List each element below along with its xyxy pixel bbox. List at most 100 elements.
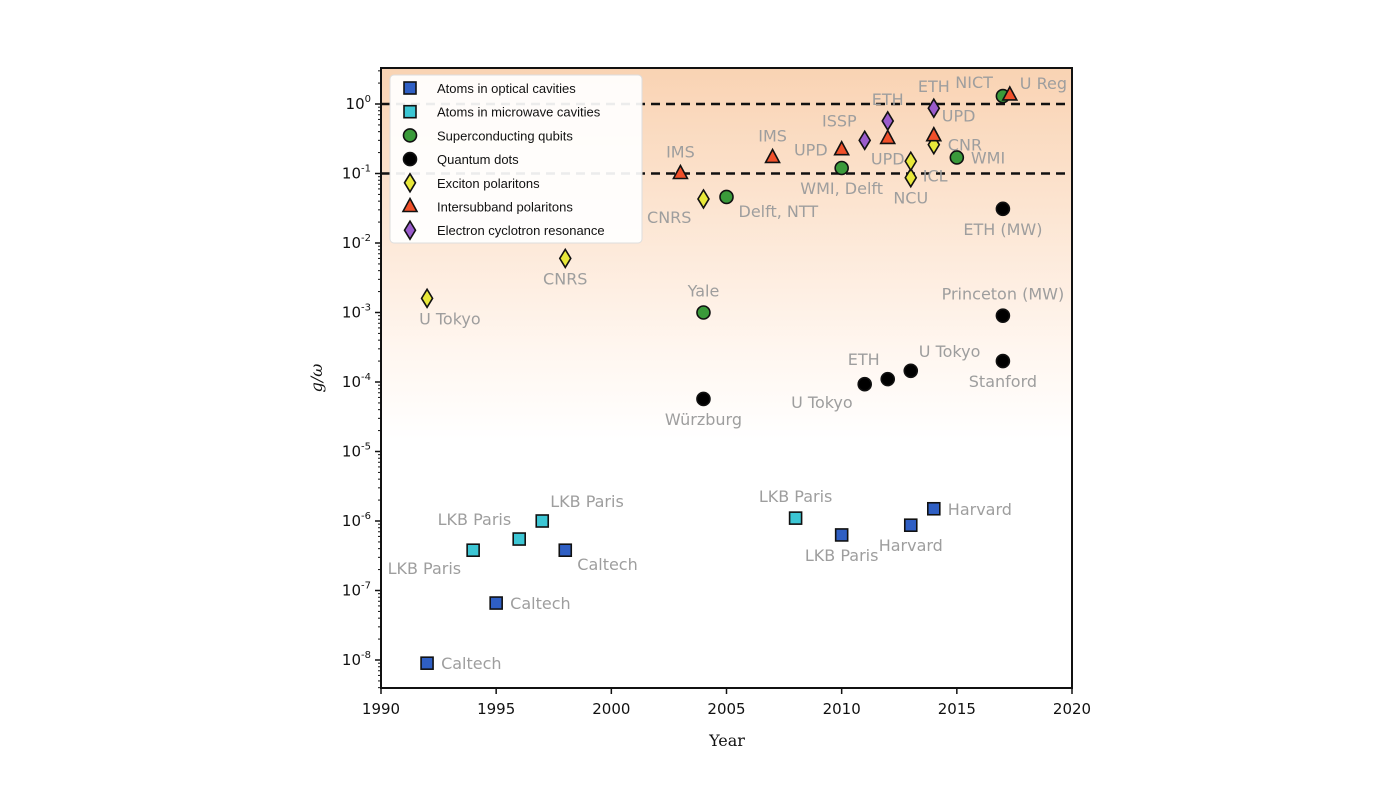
point-label: Stanford (969, 372, 1037, 391)
y-tick-label: 100 (346, 94, 371, 113)
data-point (466, 543, 480, 558)
x-tick-label: 2010 (823, 700, 861, 718)
point-label: Caltech (510, 594, 570, 613)
point-label: NCU (893, 189, 928, 208)
data-point (420, 287, 434, 309)
point-label: U Tokyo (419, 309, 481, 328)
y-tick-label: 10-5 (342, 442, 371, 461)
legend-label: Quantum dots (437, 152, 519, 167)
point-label: Yale (687, 282, 720, 301)
point-label: Harvard (948, 500, 1012, 519)
series-electron-cyclotron-resonance: ISSP ETH ETH (822, 77, 950, 151)
series-intersubband-polaritons: IMS IMS UPD UPD UPD U Reg (666, 74, 1067, 180)
point-label: ETH (MW) (963, 220, 1042, 239)
data-point (925, 125, 943, 142)
point-label: LKB Paris (550, 492, 624, 511)
point-label: UPD (871, 149, 905, 168)
data-point (995, 308, 1011, 323)
data-point (834, 160, 849, 176)
point-label: Princeton (MW) (942, 285, 1065, 304)
legend-marker (403, 219, 417, 241)
y-tick-label: 10-1 (342, 164, 371, 183)
point-label: NICT (955, 73, 993, 92)
point-label: Caltech (441, 654, 501, 673)
legend-label: Atoms in microwave cavities (437, 105, 601, 120)
y-tick-label: 10-2 (342, 233, 371, 252)
data-point (857, 376, 873, 392)
data-point (788, 511, 803, 525)
point-label: CNRS (647, 208, 691, 227)
data-point (834, 528, 849, 542)
legend-marker (403, 104, 417, 119)
data-point (512, 532, 527, 546)
point-label: IMS (758, 126, 787, 145)
y-tick-label: 10-3 (342, 303, 371, 322)
legend-marker (401, 196, 419, 213)
y-tick-label: 10-6 (342, 511, 371, 530)
point-label: ETH (872, 90, 904, 109)
point-label: ICL (923, 166, 948, 185)
legend-marker (403, 81, 417, 95)
point-label: Delft, NTT (739, 202, 819, 221)
series-atoms-in-microwave-cavities: LKB Paris LKB Paris LKB Paris LKB Paris (388, 487, 833, 578)
data-point (995, 201, 1011, 217)
point-label: WMI (971, 148, 1005, 167)
data-point (949, 150, 965, 165)
data-point (1001, 85, 1019, 101)
series-superconducting-qubits: Yale Delft, NTT WMI, Delft WMI NICT (687, 73, 1011, 320)
data-point (535, 514, 550, 528)
legend-marker (403, 172, 417, 194)
data-point (833, 140, 851, 156)
series-quantum-dots: Würzburg U Tokyo ETH U Tokyo Stanford Princet… (665, 201, 1065, 429)
point-label: CNRS (543, 269, 587, 288)
data-point (558, 247, 572, 269)
data-point (903, 363, 919, 379)
point-label: Harvard (879, 536, 943, 555)
data-point (904, 167, 918, 189)
data-point (489, 596, 503, 610)
data-point (672, 163, 689, 180)
point-label: CNR (948, 136, 982, 155)
point-label: ISSP (822, 111, 857, 130)
point-label: UPD (794, 141, 828, 160)
data-point (764, 147, 781, 164)
data-point (879, 128, 897, 145)
point-label: ETH (918, 77, 950, 96)
point-label: LKB Paris (388, 559, 462, 578)
data-point (420, 656, 434, 670)
point-label: WMI, Delft (800, 179, 883, 198)
legend-label: Atoms in optical cavities (437, 81, 576, 96)
point-label: U Reg (1020, 74, 1067, 93)
x-axis-label: Year (708, 731, 745, 750)
data-point (697, 188, 710, 210)
data-point (904, 150, 918, 172)
data-point (858, 129, 872, 151)
x-tick-label: 2000 (592, 700, 630, 718)
point-label: LKB Paris (759, 487, 833, 506)
data-point (880, 371, 896, 387)
y-tick-label: 10-8 (342, 650, 371, 669)
legend-marker (402, 128, 418, 143)
point-label: ETH (848, 350, 880, 369)
x-tick-label: 1995 (477, 700, 515, 718)
x-tick-label: 2020 (1053, 700, 1091, 718)
data-point (696, 391, 711, 407)
legend-box (389, 74, 643, 244)
legend-label: Electron cyclotron resonance (437, 223, 605, 238)
legend-marker (402, 151, 418, 167)
x-tick-label: 2015 (938, 700, 976, 718)
point-label: IMS (666, 143, 695, 162)
point-label: LKB Paris (805, 546, 879, 565)
y-axis-label: g/ω (307, 364, 326, 393)
point-label: Würzburg (665, 410, 742, 429)
y-tick-label: 10-4 (342, 372, 371, 391)
point-label: Caltech (577, 555, 637, 574)
legend-label: Intersubband polaritons (437, 200, 573, 215)
point-label: LKB Paris (438, 510, 512, 529)
data-point (903, 518, 918, 533)
data-point (881, 110, 895, 132)
legend-label: Exciton polaritons (437, 176, 540, 191)
point-label: U Tokyo (919, 342, 981, 361)
data-point (719, 189, 734, 205)
